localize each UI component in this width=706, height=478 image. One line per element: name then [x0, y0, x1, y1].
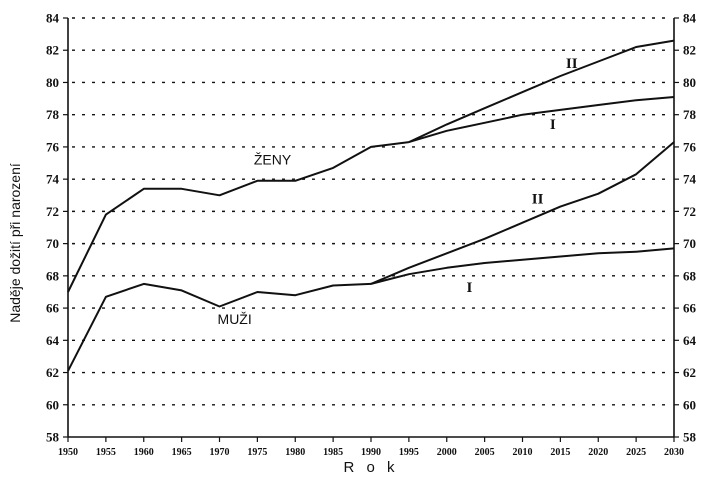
series-line-4: [370, 141, 675, 285]
grid-lines: [72, 17, 670, 406]
y-tick-label-left: 76: [46, 139, 60, 154]
x-tick-label: 1960: [134, 447, 154, 458]
annotation-label: ŽENY: [254, 152, 292, 168]
y-tick-label-right: 74: [683, 172, 697, 187]
annotation-label: II: [532, 191, 544, 207]
series-line-1: [408, 39, 675, 144]
y-tick-label-left: 62: [46, 365, 59, 380]
x-tick-label: 1995: [399, 447, 419, 458]
y-tick-label-right: 82: [683, 43, 696, 58]
x-tick-label: 2030: [664, 447, 684, 458]
x-tick-label: 2000: [437, 447, 457, 458]
y-tick-label-right: 62: [683, 365, 696, 380]
axes: [63, 17, 679, 442]
x-tick-label: 2020: [588, 447, 608, 458]
series-line-5: [370, 247, 675, 285]
y-tick-label-left: 60: [46, 397, 59, 412]
y-tick-label-right: 84: [683, 11, 697, 26]
x-tick-label: 1965: [172, 447, 192, 458]
x-tick-label: 1955: [96, 447, 116, 458]
y-tick-label-right: 58: [683, 430, 697, 445]
y-tick-label-left: 82: [46, 43, 59, 58]
y-tick-label-right: 76: [683, 139, 697, 154]
y-tick-label-right: 72: [683, 204, 696, 219]
tick-labels: 58 58 60 60 62 62 64 64 66 66 68 68 70 70 72 72 74 74 76 76…: [46, 11, 697, 459]
x-tick-label: 1990: [361, 447, 381, 458]
x-tick-label: 1975: [247, 447, 267, 458]
x-tick-label: 1980: [285, 447, 305, 458]
x-tick-label: 1970: [210, 447, 230, 458]
x-tick-label: 1950: [58, 447, 78, 458]
series-line-0: [67, 141, 410, 293]
y-tick-label-left: 64: [46, 333, 60, 348]
x-tick-label: 2015: [550, 447, 570, 458]
series-line-3: [67, 282, 372, 372]
x-tick-label: 2005: [475, 447, 495, 458]
x-tick-label: 2010: [513, 447, 533, 458]
y-tick-label-left: 78: [46, 107, 60, 122]
x-tick-label: 2025: [626, 447, 646, 458]
y-tick-label-left: 66: [46, 301, 60, 316]
annotation-label: MUŽI: [218, 311, 252, 327]
y-tick-label-left: 84: [46, 11, 60, 26]
y-tick-label-right: 66: [683, 301, 697, 316]
y-tick-label-left: 74: [46, 172, 60, 187]
y-tick-label-left: 70: [46, 236, 59, 251]
x-tick-label: 1985: [323, 447, 343, 458]
y-tick-label-left: 58: [46, 430, 60, 445]
annotation-label: I: [467, 280, 473, 296]
y-tick-label-left: 80: [46, 75, 59, 90]
y-tick-label-right: 64: [683, 333, 697, 348]
y-tick-label-right: 80: [683, 75, 696, 90]
y-tick-label-left: 68: [46, 268, 60, 283]
y-tick-label-right: 68: [683, 268, 697, 283]
y-axis-title: Naděje dožití při narození: [7, 163, 23, 323]
y-tick-label-left: 72: [46, 204, 59, 219]
y-tick-label-right: 60: [683, 397, 696, 412]
x-axis-title: R o k: [343, 459, 398, 476]
y-tick-label-right: 78: [683, 107, 697, 122]
series-lines: [67, 39, 675, 372]
annotation-label: II: [566, 56, 578, 72]
annotation-label: I: [550, 117, 556, 133]
y-tick-label-right: 70: [683, 236, 696, 251]
series-line-2: [408, 96, 675, 144]
